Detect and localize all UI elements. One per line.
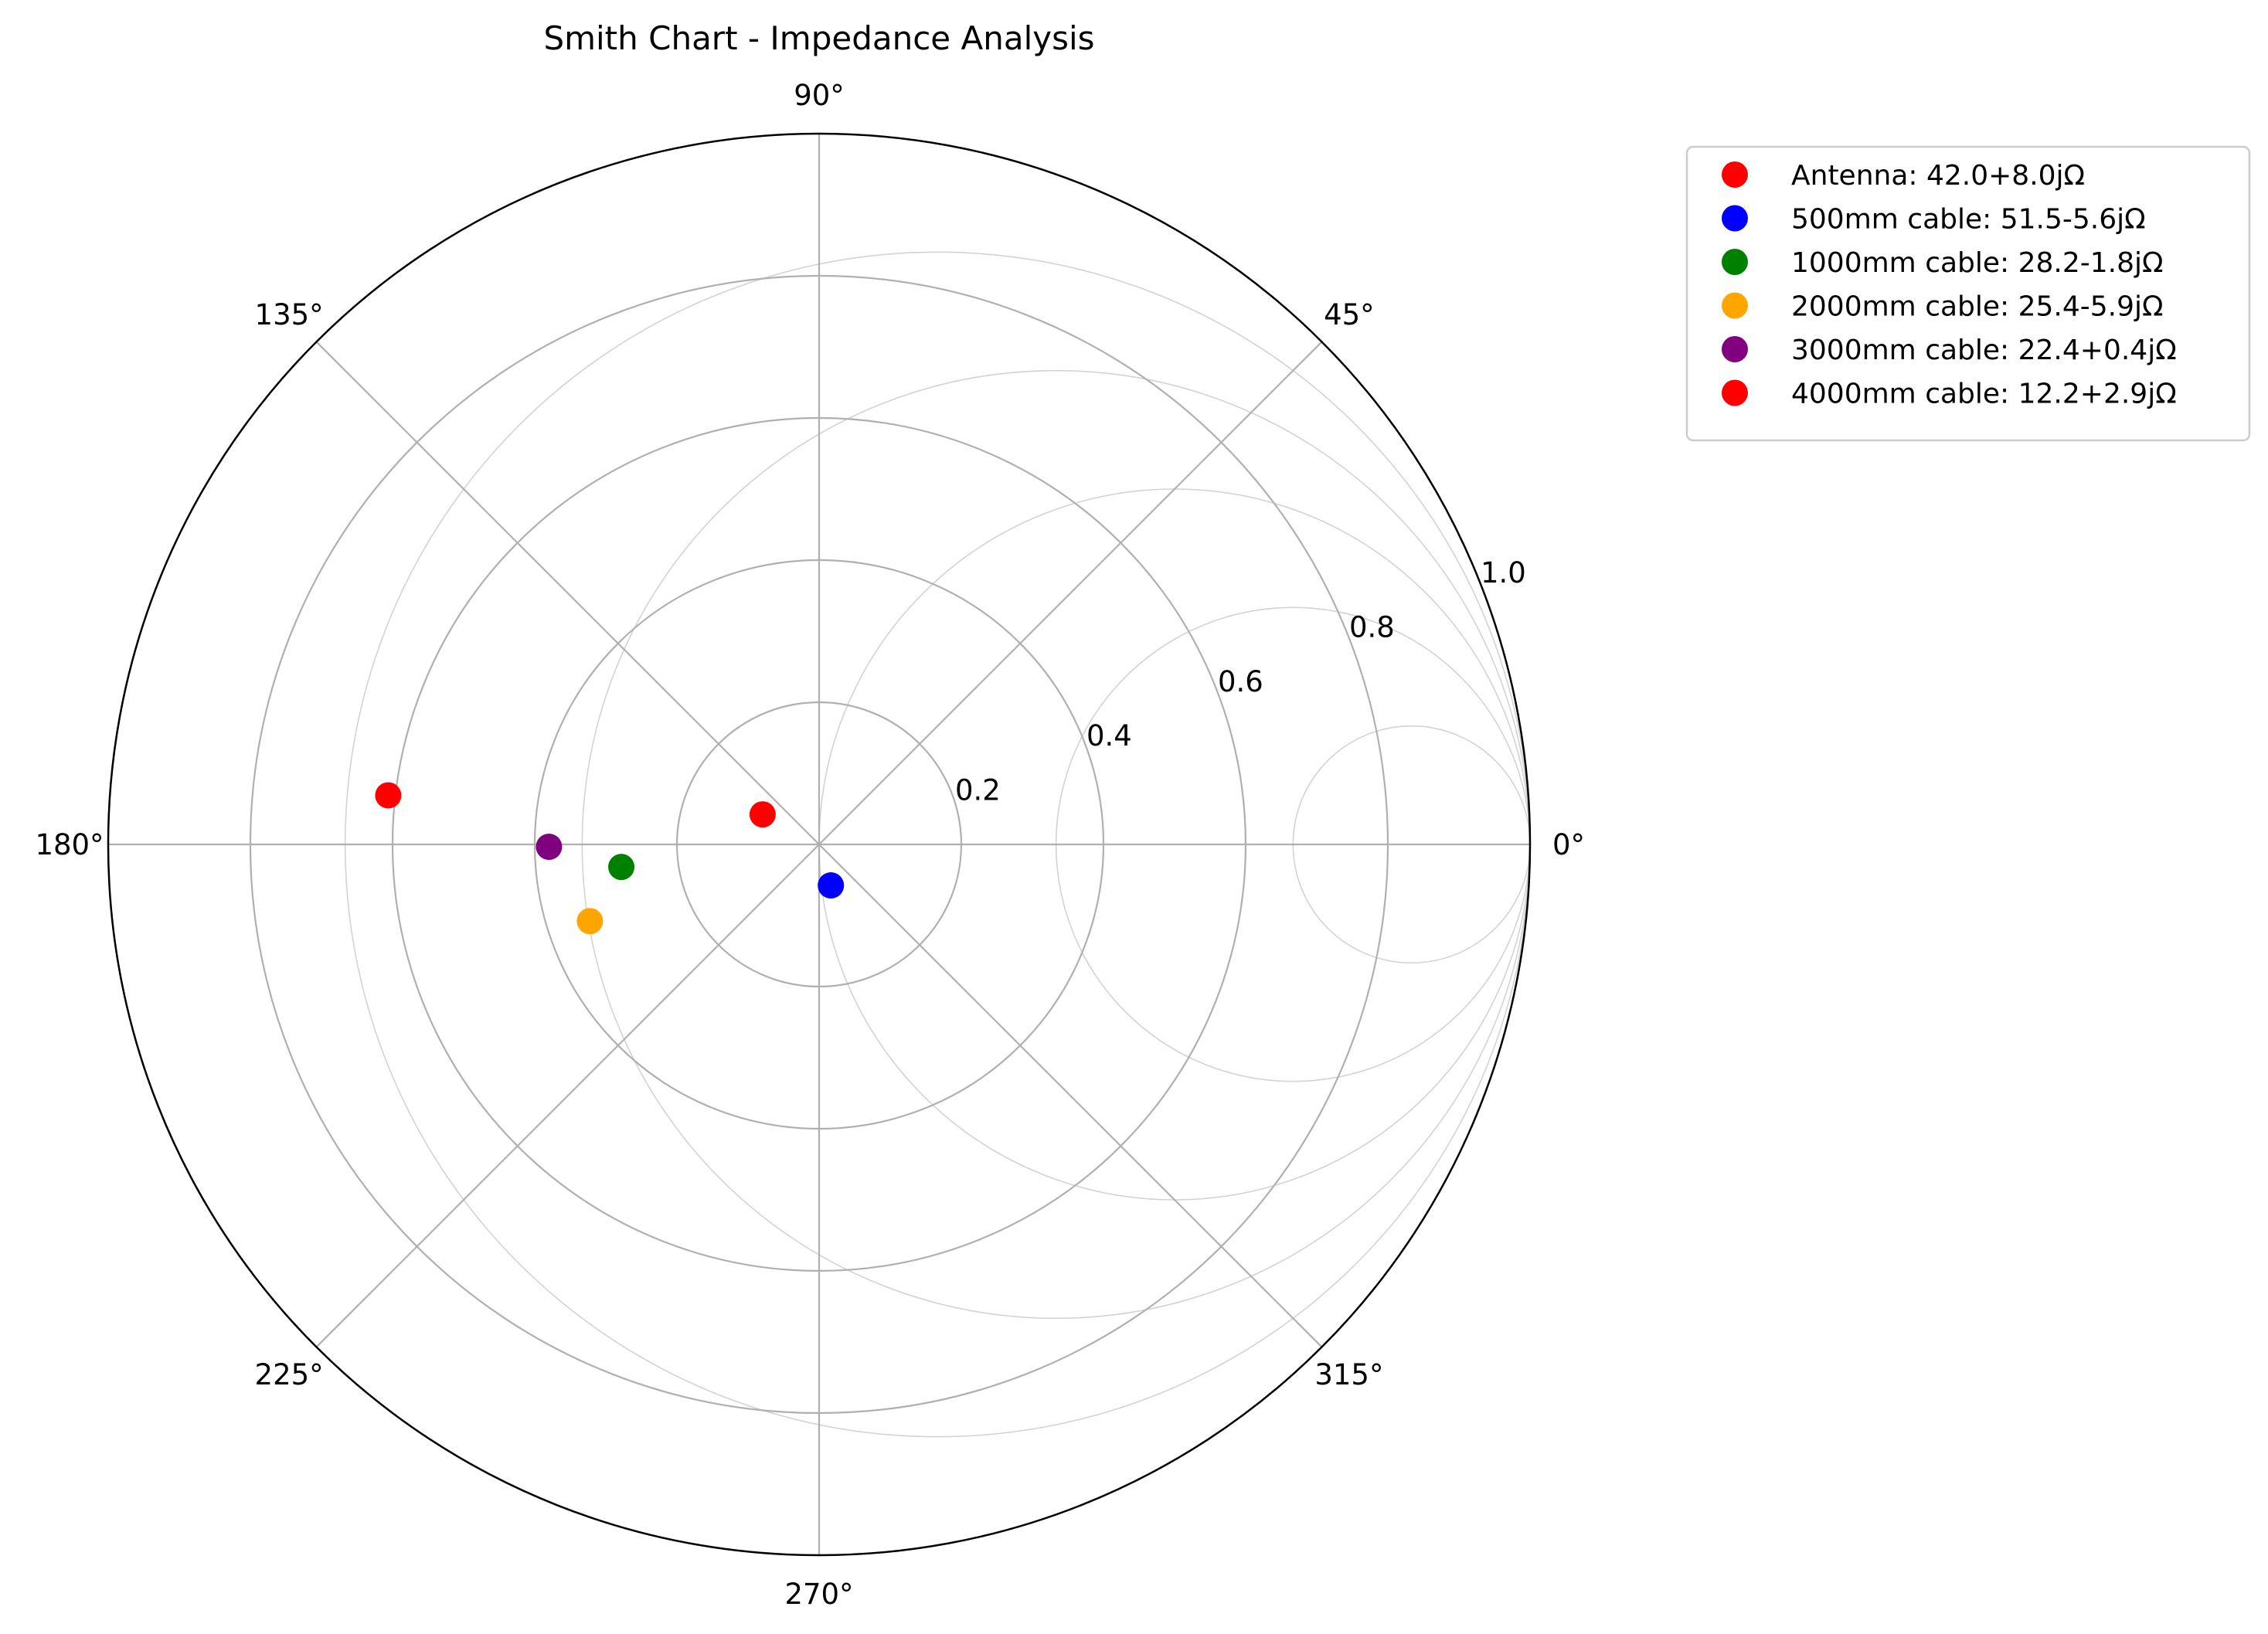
data-point-3 (576, 908, 604, 935)
legend: Antenna: 42.0+8.0jΩ 500mm cable: 51.5-5.6… (1685, 145, 2251, 442)
angular-grid-line-7 (818, 844, 1323, 1348)
radial-tick-label: 1.0 (1481, 556, 1526, 589)
radial-tick-labels: 0.2 0.4 0.6 0.8 1.0 (955, 556, 1526, 807)
data-points (375, 782, 845, 935)
radial-tick-label: 0.6 (1218, 665, 1263, 698)
legend-label-0: Antenna: 42.0+8.0jΩ (1791, 160, 2085, 192)
legend-marker-3 (1722, 292, 1748, 319)
radial-tick-label: 0.8 (1349, 610, 1395, 644)
plot-boundary (107, 132, 1532, 1557)
angle-tick-label: 315° (1314, 1358, 1383, 1391)
legend-marker-1 (1722, 205, 1748, 232)
data-point-5 (375, 782, 402, 809)
angle-tick-labels: 0° 45° 90° 135° 180° 225° 270° 315° (35, 79, 1585, 1611)
legend-marker-2 (1722, 249, 1748, 275)
legend-marker-0 (1722, 161, 1748, 188)
chart-title: Smith Chart - Impedance Analysis (543, 19, 1094, 57)
angular-grid-line-5 (315, 844, 820, 1348)
angle-tick-label: 225° (255, 1358, 324, 1391)
angle-tick-label: 90° (794, 79, 845, 112)
angular-grid-line-3 (315, 341, 820, 845)
legend-label-3: 2000mm cable: 25.4-5.9jΩ (1791, 291, 2164, 323)
legend-label-4: 3000mm cable: 22.4+0.4jΩ (1791, 335, 2177, 366)
angle-tick-label: 45° (1324, 298, 1375, 331)
data-point-2 (608, 854, 635, 881)
angular-grid-line-1 (818, 341, 1323, 845)
legend-label-1: 500mm cable: 51.5-5.6jΩ (1791, 204, 2146, 236)
angle-tick-label: 180° (35, 828, 104, 861)
radial-tick-label: 0.2 (955, 774, 1001, 807)
legend-marker-4 (1722, 336, 1748, 362)
angle-tick-label: 0° (1552, 828, 1585, 861)
legend-marker-5 (1722, 379, 1748, 406)
angle-tick-label: 135° (255, 298, 324, 331)
data-point-1 (818, 872, 845, 899)
angular-grid-lines (108, 134, 1530, 1555)
angle-tick-label: 270° (784, 1578, 853, 1611)
legend-label-5: 4000mm cable: 12.2+2.9jΩ (1791, 379, 2177, 410)
legend-label-2: 1000mm cable: 28.2-1.8jΩ (1791, 247, 2164, 279)
data-point-4 (536, 834, 563, 861)
radial-tick-label: 0.4 (1086, 719, 1132, 752)
legend-frame (1685, 145, 2251, 442)
data-point-0 (749, 801, 776, 828)
